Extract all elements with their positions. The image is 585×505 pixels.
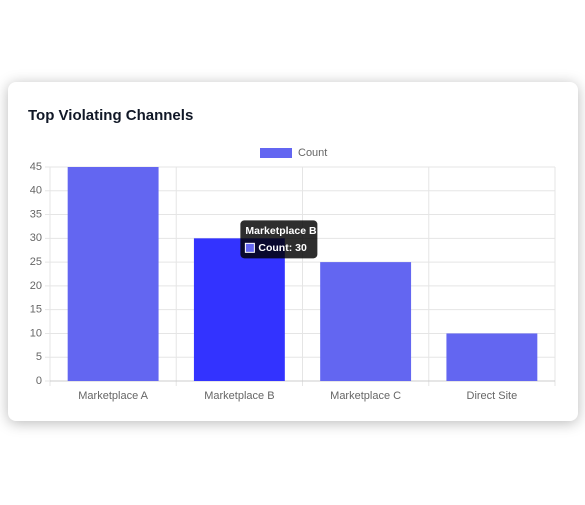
y-tick-label: 15: [30, 304, 42, 316]
bar: [446, 333, 538, 381]
tooltip-swatch: [244, 242, 255, 253]
y-tick-label: 30: [30, 232, 42, 244]
bar: [193, 238, 285, 381]
y-tick-label: 40: [30, 185, 42, 197]
x-tick-label: Marketplace C: [330, 390, 401, 402]
x-tick-label: Marketplace B: [204, 390, 274, 402]
y-tick-label: 35: [30, 208, 42, 220]
legend-label: Count: [298, 147, 327, 159]
tooltip-box: [240, 220, 318, 259]
y-tick-label: 25: [30, 256, 42, 268]
y-tick-label: 10: [30, 327, 42, 339]
x-tick-label: Direct Site: [467, 390, 518, 402]
chart-title: Top Violating Channels: [28, 107, 193, 124]
y-tick-label: 5: [36, 351, 42, 363]
y-tick-label: 20: [30, 280, 42, 292]
y-tick-label: 45: [30, 161, 42, 173]
bar: [320, 262, 412, 381]
legend-swatch: [260, 148, 292, 158]
bar: [67, 167, 159, 381]
tooltip-label: Count: 30: [258, 242, 307, 254]
tooltip-title: Marketplace B: [245, 225, 317, 237]
y-tick-label: 0: [36, 375, 42, 387]
x-tick-label: Marketplace A: [78, 390, 148, 402]
